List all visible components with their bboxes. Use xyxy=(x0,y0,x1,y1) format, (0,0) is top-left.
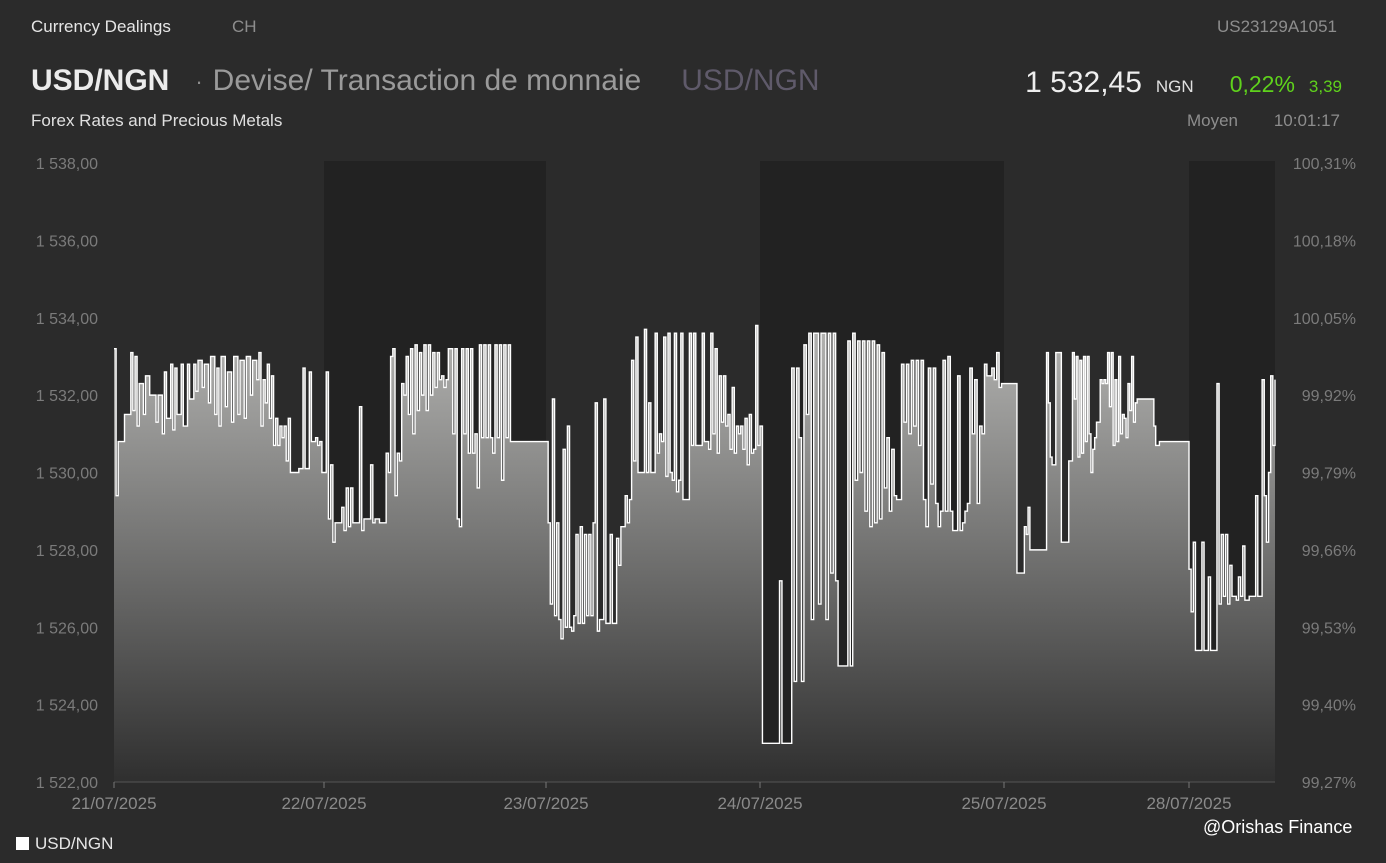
category-label: Currency Dealings xyxy=(31,17,171,36)
y-tick-label-4: 1 530,00 xyxy=(36,466,98,483)
y2-tick-label-8: 99,27% xyxy=(1302,775,1356,792)
y-tick-label-3: 1 532,00 xyxy=(36,388,98,405)
instrument-subtitle: Forex Rates and Precious Metals xyxy=(31,111,283,130)
isin-code: US23129A1051 xyxy=(1216,17,1337,36)
y-tick-label-8: 1 522,00 xyxy=(36,775,98,792)
watermark: @Orishas Finance xyxy=(1203,817,1353,837)
series-area-usd-ngn xyxy=(114,325,1275,782)
title-separator: · xyxy=(195,69,203,95)
y-tick-label-6: 1 526,00 xyxy=(36,620,98,637)
y2-tick-label-1: 100,18% xyxy=(1293,233,1356,250)
price-type: Moyen xyxy=(1186,111,1238,130)
price-block: 1 532,45 NGN 0,22% 3,39 xyxy=(1025,66,1342,100)
x-tick-label-3: 24/07/2025 xyxy=(717,794,802,813)
title-row: USD/NGN · Devise/ Transaction de monnaie US… xyxy=(31,64,820,98)
price-currency: NGN xyxy=(1155,77,1194,96)
y2-tick-label-4: 99,79% xyxy=(1302,466,1356,483)
x-tick-label-1: 22/07/2025 xyxy=(281,794,366,813)
y-tick-label-2: 1 534,00 xyxy=(36,311,98,328)
y2-tick-label-3: 99,92% xyxy=(1302,388,1356,405)
market-code: CH xyxy=(232,17,257,36)
last-price: 1 532,45 xyxy=(1025,66,1142,99)
x-tick-label-2: 23/07/2025 xyxy=(503,794,588,813)
y-tick-label-5: 1 528,00 xyxy=(36,543,98,560)
instrument-symbol-secondary: USD/NGN xyxy=(681,64,820,97)
y2-tick-label-5: 99,66% xyxy=(1302,543,1356,560)
instrument-description: Devise/ Transaction de monnaie xyxy=(212,64,642,97)
legend[interactable]: USD/NGN xyxy=(16,834,113,854)
change-absolute: 3,39 xyxy=(1308,77,1342,96)
legend-swatch xyxy=(16,837,29,850)
series-line-usd-ngn xyxy=(114,324,1276,745)
instrument-symbol: USD/NGN xyxy=(31,64,170,97)
x-tick-label-5: 28/07/2025 xyxy=(1146,794,1231,813)
x-tick-label-4: 25/07/2025 xyxy=(961,794,1046,813)
price-time: 10:01:17 xyxy=(1273,111,1340,130)
legend-label: USD/NGN xyxy=(35,834,114,853)
y2-tick-label-0: 100,31% xyxy=(1293,156,1356,173)
y2-tick-label-6: 99,53% xyxy=(1302,620,1356,637)
y-tick-label-1: 1 536,00 xyxy=(36,233,98,250)
x-tick-label-0: 21/07/2025 xyxy=(71,794,156,813)
y2-tick-label-2: 100,05% xyxy=(1293,311,1356,328)
y2-tick-label-7: 99,40% xyxy=(1302,698,1356,715)
y-tick-label-0: 1 538,00 xyxy=(36,156,98,173)
y-tick-label-7: 1 524,00 xyxy=(36,698,98,715)
change-percent: 0,22% xyxy=(1229,71,1295,97)
